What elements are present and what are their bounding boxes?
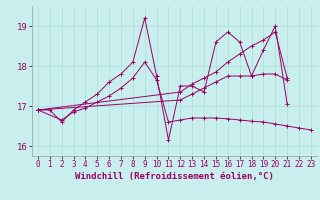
X-axis label: Windchill (Refroidissement éolien,°C): Windchill (Refroidissement éolien,°C) — [75, 172, 274, 181]
